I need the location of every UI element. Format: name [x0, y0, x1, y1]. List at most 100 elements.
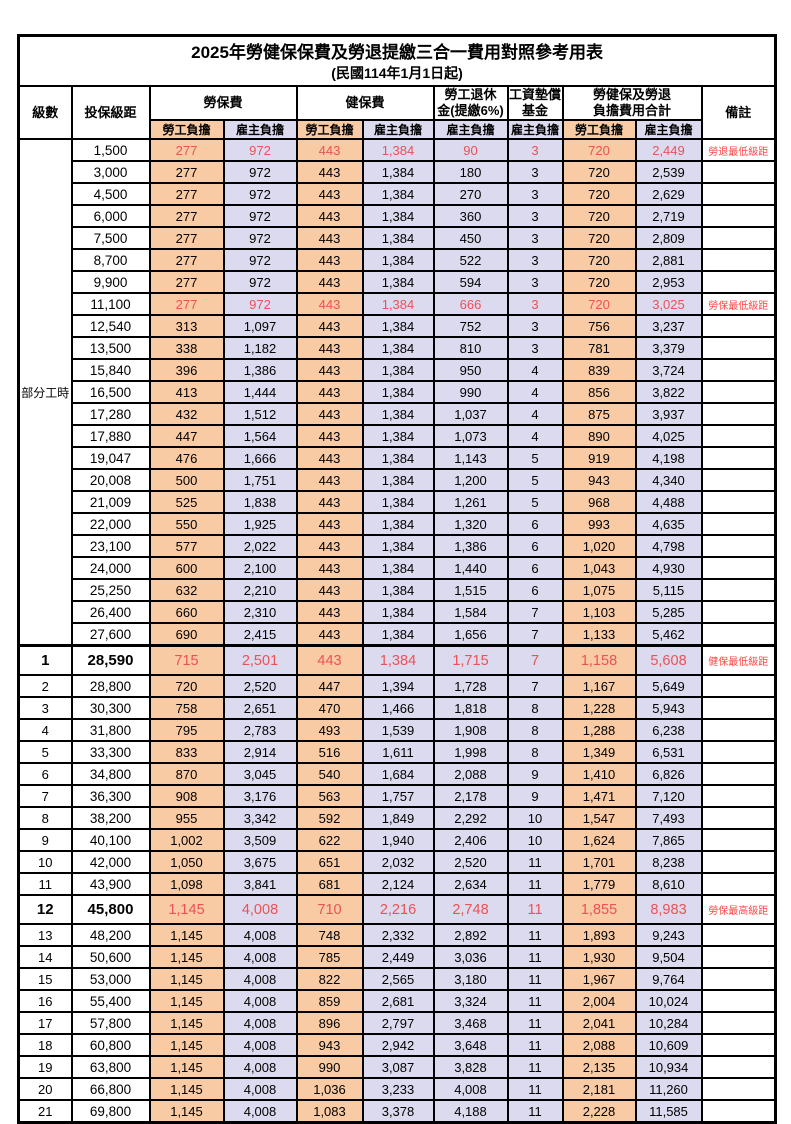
value-cell: 720 [561, 138, 637, 162]
value-cell: 1,384 [361, 138, 435, 162]
value-cell: 11 [506, 1055, 564, 1079]
value-cell: 2,004 [561, 989, 637, 1013]
value-cell: 5 [506, 446, 564, 470]
value-cell: 748 [295, 923, 364, 947]
level-cell: 13 [17, 923, 73, 947]
value-cell: 3,822 [634, 380, 703, 404]
bracket-cell: 31,800 [70, 718, 151, 742]
value-cell: 1,410 [561, 762, 637, 786]
value-cell: 9,243 [634, 923, 703, 947]
value-cell: 2,892 [432, 923, 509, 947]
value-cell: 968 [561, 490, 637, 514]
value-cell: 660 [148, 600, 225, 624]
value-cell: 277 [148, 160, 225, 184]
note-cell [700, 1033, 777, 1057]
value-cell: 990 [432, 380, 509, 404]
col-header-wage-fund: 工資墊償 基金 [506, 85, 564, 121]
value-cell: 2,634 [432, 872, 509, 896]
value-cell: 3,036 [432, 945, 509, 969]
table-row: 12 45,800 1,145 4,008 710 2,216 2,748 11 1,855 8,… [17, 894, 777, 925]
value-cell: 592 [295, 806, 364, 830]
value-cell: 993 [561, 512, 637, 536]
value-cell: 5,115 [634, 578, 703, 602]
value-cell: 4,008 [222, 989, 298, 1013]
value-cell: 9 [506, 784, 564, 808]
note-cell [700, 1099, 777, 1124]
value-cell: 10 [506, 806, 564, 830]
value-cell: 896 [295, 1011, 364, 1035]
value-cell: 720 [561, 204, 637, 228]
value-cell: 500 [148, 468, 225, 492]
value-cell: 90 [432, 138, 509, 162]
value-cell: 972 [222, 138, 298, 162]
value-cell: 2,449 [361, 945, 435, 969]
value-cell: 277 [148, 292, 225, 316]
header-sub-row: 勞工負擔 雇主負擔 勞工負擔 雇主負擔 雇主負擔 雇主負擔 勞工負擔 雇主負擔 [19, 119, 776, 140]
value-cell: 3,180 [432, 967, 509, 991]
value-cell: 720 [561, 182, 637, 206]
value-cell: 720 [561, 248, 637, 272]
value-cell: 594 [432, 270, 509, 294]
level-cell: 5 [17, 740, 73, 764]
subheader-wage-fund-employer: 雇主負擔 [506, 119, 564, 140]
bracket-cell: 60,800 [70, 1033, 151, 1057]
value-cell: 5,649 [634, 674, 703, 698]
note-cell [700, 696, 777, 720]
bracket-cell: 28,590 [70, 644, 151, 676]
value-cell: 3,648 [432, 1033, 509, 1057]
value-cell: 4,188 [432, 1099, 509, 1124]
level-cell: 7 [17, 784, 73, 808]
value-cell: 1,384 [361, 512, 435, 536]
wage-fund-header-line2: 基金 [521, 103, 548, 118]
value-cell: 2,881 [634, 248, 703, 272]
value-cell: 3 [506, 336, 564, 360]
value-cell: 2,719 [634, 204, 703, 228]
value-cell: 2,520 [222, 674, 298, 698]
level-cell: 15 [17, 967, 73, 991]
subheader-pension-employer: 雇主負擔 [432, 119, 509, 140]
value-cell: 4 [506, 402, 564, 426]
note-cell [700, 1077, 777, 1101]
value-cell: 10,934 [634, 1055, 703, 1079]
value-cell: 972 [222, 292, 298, 316]
bracket-cell: 55,400 [70, 989, 151, 1013]
title-cell: 2025年勞健保保費及勞退提繳三合一費用對照參考用表 (民國114年1月1日起) [17, 34, 777, 87]
value-cell: 2,783 [222, 718, 298, 742]
col-header-health-fee: 健保費 [295, 85, 435, 121]
value-cell: 4,025 [634, 424, 703, 448]
note-cell [700, 850, 777, 874]
table-row: 3 30,300 758 2,651 470 1,466 1,818 8 1,228 5,943 [17, 696, 777, 720]
table-row: 17,880 447 1,564 443 1,384 1,073 4 890 4,025 [19, 424, 777, 448]
value-cell: 4,198 [634, 446, 703, 470]
bracket-cell: 17,280 [70, 402, 151, 426]
value-cell: 313 [148, 314, 225, 338]
value-cell: 681 [295, 872, 364, 896]
value-cell: 1,261 [432, 490, 509, 514]
bracket-cell: 40,100 [70, 828, 151, 852]
value-cell: 8 [506, 740, 564, 764]
value-cell: 795 [148, 718, 225, 742]
note-cell [700, 1011, 777, 1035]
level-cell: 16 [17, 989, 73, 1013]
bracket-cell: 20,008 [70, 468, 151, 492]
value-cell: 1,715 [432, 644, 509, 676]
level-cell: 2 [17, 674, 73, 698]
value-cell: 1,145 [148, 989, 225, 1013]
bracket-cell: 13,500 [70, 336, 151, 360]
value-cell: 443 [295, 424, 364, 448]
value-cell: 443 [295, 160, 364, 184]
value-cell: 2,332 [361, 923, 435, 947]
value-cell: 563 [295, 784, 364, 808]
bracket-cell: 24,000 [70, 556, 151, 580]
value-cell: 839 [561, 358, 637, 382]
value-cell: 1,384 [361, 270, 435, 294]
value-cell: 1,384 [361, 600, 435, 624]
value-cell: 396 [148, 358, 225, 382]
value-cell: 277 [148, 138, 225, 162]
bracket-cell: 22,000 [70, 512, 151, 536]
value-cell: 990 [295, 1055, 364, 1079]
value-cell: 972 [222, 182, 298, 206]
value-cell: 2,629 [634, 182, 703, 206]
value-cell: 476 [148, 446, 225, 470]
value-cell: 6 [506, 556, 564, 580]
